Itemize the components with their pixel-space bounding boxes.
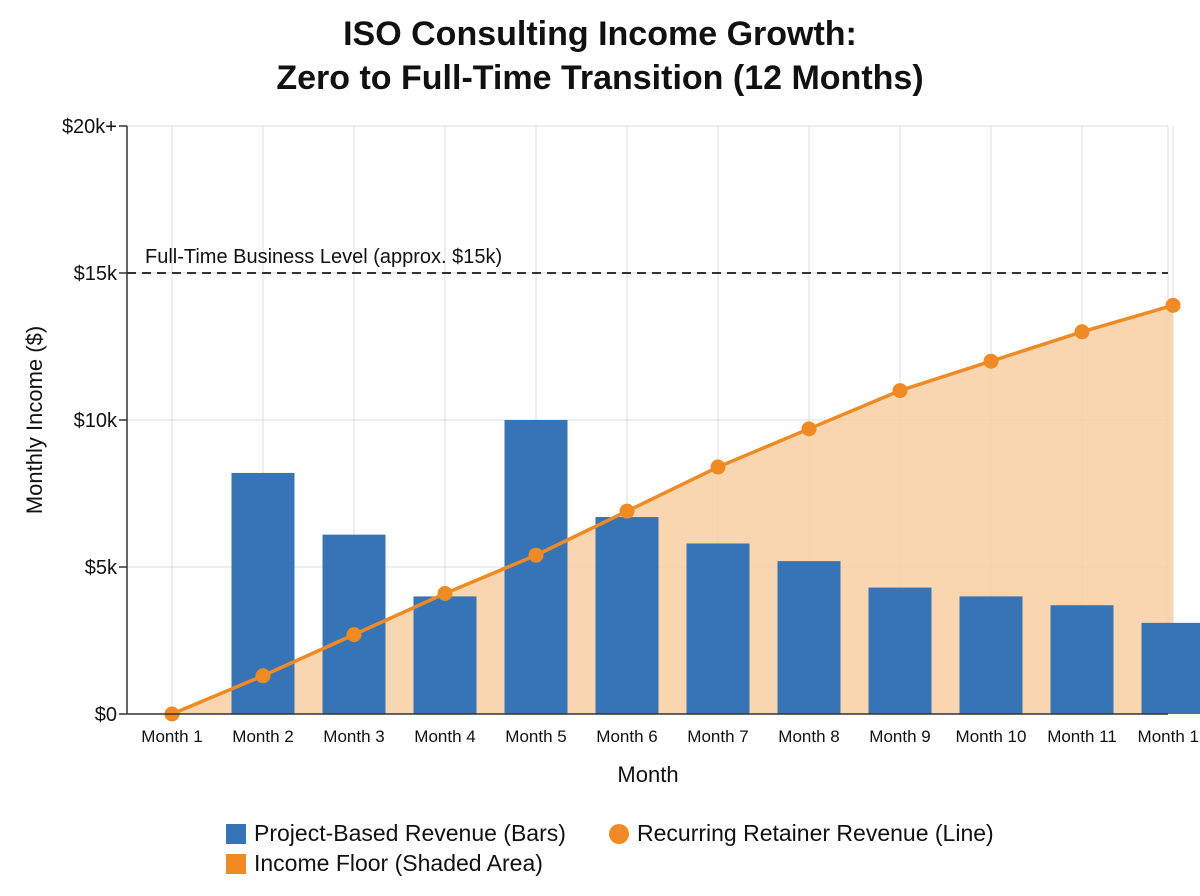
retainer-revenue-point — [710, 459, 726, 475]
x-tick-label: Month 3 — [323, 727, 384, 746]
project-revenue-bar — [504, 420, 568, 714]
project-revenue-bar — [595, 517, 659, 714]
income-floor-area — [172, 305, 1173, 714]
x-axis-label: Month — [617, 762, 678, 787]
project-revenue-bar — [868, 587, 932, 714]
axis-layer: $0 $5k $10k $15k $20k+ Month 1 Month 2 Month 3 M… — [22, 116, 1200, 787]
x-tick-label: Month 11 — [1047, 727, 1117, 746]
project-revenue-bar — [413, 596, 477, 714]
legend-label-bars: Project-Based Revenue (Bars) — [254, 820, 566, 846]
area-layer — [172, 305, 1173, 714]
retainer-revenue-point — [983, 353, 999, 369]
x-tick-label: Month 4 — [414, 727, 475, 746]
project-revenue-bar — [1050, 605, 1114, 714]
chart-title-line-1: ISO Consulting Income Growth: — [343, 15, 857, 53]
retainer-revenue-point — [619, 503, 635, 519]
retainer-revenue-point — [892, 383, 908, 399]
legend-label-area: Income Floor (Shaded Area) — [254, 850, 543, 876]
y-tick-label: $20k+ — [62, 116, 117, 138]
y-axis-label: Monthly Income ($) — [22, 326, 47, 514]
retainer-revenue-point — [801, 421, 817, 437]
x-tick-label: Month 9 — [869, 727, 930, 746]
y-tick-label: $15k — [74, 263, 118, 285]
chart-title-line-2: Zero to Full-Time Transition (12 Months) — [276, 59, 924, 97]
y-tick-label: $10k — [74, 410, 118, 432]
y-tick-label: $5k — [85, 557, 118, 579]
x-tick-label: Month 5 — [505, 727, 566, 746]
reference-layer: Full-Time Business Level (approx. $15k) — [127, 246, 1168, 274]
legend-label-line: Recurring Retainer Revenue (Line) — [637, 820, 994, 846]
retainer-revenue-line — [171, 303, 1174, 716]
x-tick-label: Month 12 — [1138, 727, 1200, 746]
project-revenue-bar — [686, 543, 750, 714]
project-revenue-bar — [959, 596, 1023, 714]
x-tick-label: Month 1 — [141, 727, 202, 746]
reference-line-label: Full-Time Business Level (approx. $15k) — [145, 246, 502, 268]
x-tick-label: Month 10 — [956, 727, 1027, 746]
retainer-revenue-point — [1074, 324, 1090, 340]
retainer-revenue-point — [437, 585, 453, 601]
y-tick-label: $0 — [95, 704, 117, 726]
x-tick-label: Month 2 — [232, 727, 293, 746]
legend-swatch-bars — [226, 823, 246, 844]
retainer-revenue-point — [255, 668, 271, 684]
legend-item-line: Recurring Retainer Revenue (Line) — [609, 820, 994, 847]
x-tick-label: Month 7 — [687, 727, 748, 746]
project-revenue-bar — [777, 561, 841, 714]
x-tick-label: Month 6 — [596, 727, 657, 746]
retainer-revenue-point — [1165, 297, 1181, 313]
legend-swatch-area — [226, 853, 246, 874]
project-revenue-bar — [1141, 622, 1200, 714]
legend-item-area: Income Floor (Shaded Area) — [226, 850, 543, 877]
x-tick-label: Month 8 — [778, 727, 839, 746]
line-layer — [164, 297, 1181, 722]
legend-item-bars: Project-Based Revenue (Bars) — [226, 820, 566, 847]
bar-layer — [231, 420, 1200, 714]
retainer-revenue-point — [346, 627, 362, 643]
legend-swatch-line — [609, 823, 629, 844]
retainer-revenue-point — [528, 547, 544, 563]
